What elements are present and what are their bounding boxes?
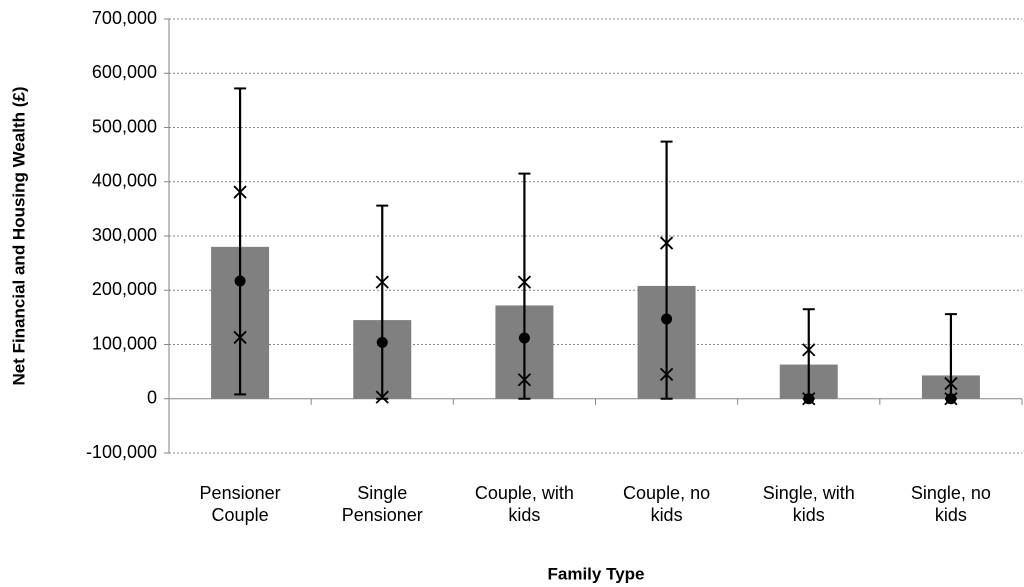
quartile-cross: [944, 376, 958, 391]
quartile-cross: [659, 236, 674, 250]
quartile-cross: [375, 275, 389, 289]
y-tick-label: 0: [147, 388, 157, 408]
median-dot: [518, 332, 530, 344]
x-tick-label: Couple, no kids: [623, 483, 711, 525]
y-tick-label: 100,000: [92, 333, 157, 353]
quartile-cross: [659, 367, 674, 381]
quartile-cross: [802, 343, 816, 357]
quartile-cross: [375, 390, 389, 404]
y-tick-label: 300,000: [92, 225, 157, 245]
median-dot: [376, 336, 388, 348]
quartile-cross: [233, 330, 247, 345]
y-tick-label: 500,000: [92, 116, 157, 136]
quartile-cross: [944, 392, 958, 406]
y-tick-label: 200,000: [92, 279, 157, 299]
median-dot: [234, 275, 246, 287]
quartile-cross: [802, 392, 816, 406]
y-tick-label: 700,000: [92, 8, 157, 28]
median-dot: [661, 313, 673, 325]
x-tick-label: Single, no kids: [910, 483, 991, 525]
quartile-cross: [233, 185, 247, 199]
quartile-cross: [517, 275, 532, 289]
y-tick-label: 400,000: [92, 171, 157, 191]
x-tick-label: Couple, with kids: [474, 483, 574, 525]
x-tick-label: Single, with kids: [762, 483, 855, 525]
y-tick-label: 600,000: [92, 62, 157, 82]
x-tick-label: Single Pensioner: [341, 483, 423, 525]
x-axis-title: Family Type: [548, 564, 645, 583]
quartile-cross: [517, 373, 532, 387]
x-tick-label: Pensioner Couple: [199, 483, 281, 525]
y-axis-title: Net Financial and Housing Wealth (£): [9, 86, 28, 385]
y-tick-label: -100,000: [86, 442, 157, 462]
